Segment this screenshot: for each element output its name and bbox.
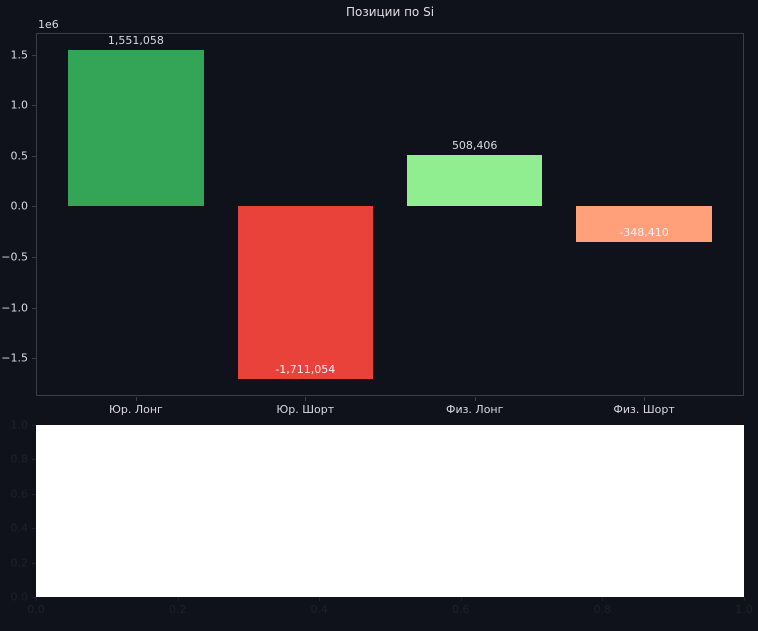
y-tick-mark bbox=[32, 307, 36, 309]
y-tick-label: 0.8 bbox=[10, 452, 29, 466]
y-tick-mark bbox=[32, 493, 36, 495]
x-tick-label: Физ. Шорт bbox=[613, 403, 675, 416]
y-tick-label: 1.0 bbox=[10, 98, 29, 112]
empty-plot-area bbox=[36, 425, 744, 597]
y-tick-label: 0.5 bbox=[10, 149, 29, 163]
y-tick-label: −0.5 bbox=[1, 250, 28, 264]
y-axis-offset-label: 1e6 bbox=[38, 18, 59, 31]
y-tick-label: 1.0 bbox=[10, 418, 29, 432]
y-tick-mark bbox=[32, 54, 36, 56]
y-tick-mark bbox=[32, 562, 36, 564]
bar-4 bbox=[576, 206, 712, 242]
y-tick-mark bbox=[32, 425, 36, 426]
x-tick-mark bbox=[474, 397, 476, 401]
x-tick-mark bbox=[644, 397, 646, 401]
bar-3 bbox=[406, 154, 543, 207]
x-tick-mark bbox=[319, 597, 321, 601]
y-tick-mark bbox=[32, 358, 36, 360]
x-tick-mark bbox=[460, 597, 462, 601]
y-tick-label: 0.2 bbox=[10, 556, 29, 570]
x-tick-label: 1.0 bbox=[735, 603, 753, 616]
y-tick-mark bbox=[32, 105, 36, 107]
x-tick-label: 0.2 bbox=[168, 603, 187, 616]
x-tick-mark bbox=[602, 597, 604, 601]
y-tick-mark bbox=[32, 256, 36, 258]
x-tick-mark bbox=[135, 397, 137, 401]
bar-value-label: -1,711,054 bbox=[275, 363, 336, 377]
y-tick-label: 0.0 bbox=[10, 199, 29, 213]
y-tick-mark bbox=[32, 528, 36, 530]
x-tick-label: 0.0 bbox=[27, 603, 45, 616]
y-tick-mark bbox=[32, 206, 36, 208]
y-tick-mark bbox=[32, 597, 36, 598]
x-tick-mark bbox=[36, 597, 37, 601]
x-tick-label: 0.4 bbox=[310, 603, 328, 616]
y-tick-label: 0.0 bbox=[10, 590, 29, 604]
chart-title: Позиции по Si bbox=[345, 5, 435, 19]
bar-value-label: -348,410 bbox=[619, 225, 669, 239]
x-tick-label: 0.8 bbox=[593, 603, 612, 616]
x-tick-label: 0.6 bbox=[452, 603, 470, 616]
y-tick-label: 0.4 bbox=[10, 521, 29, 535]
bar-value-label: 1,551,058 bbox=[107, 33, 164, 47]
y-tick-label: 0.6 bbox=[10, 487, 29, 501]
bar-1 bbox=[68, 49, 204, 207]
y-tick-mark bbox=[32, 459, 36, 461]
x-tick-label: Физ. Лонг bbox=[445, 403, 504, 416]
y-tick-label: 1.5 bbox=[10, 48, 29, 62]
y-tick-label: −1.0 bbox=[1, 301, 28, 315]
y-tick-mark bbox=[32, 155, 36, 157]
bar-value-label: 508,406 bbox=[451, 138, 498, 152]
x-tick-mark bbox=[744, 597, 745, 601]
x-tick-label: Юр. Лонг bbox=[109, 403, 163, 416]
x-tick-mark bbox=[177, 597, 179, 601]
bar-2 bbox=[237, 206, 374, 380]
y-tick-label: −1.5 bbox=[1, 351, 28, 365]
x-tick-label: Юр. Шорт bbox=[276, 403, 335, 416]
x-tick-mark bbox=[305, 397, 307, 401]
